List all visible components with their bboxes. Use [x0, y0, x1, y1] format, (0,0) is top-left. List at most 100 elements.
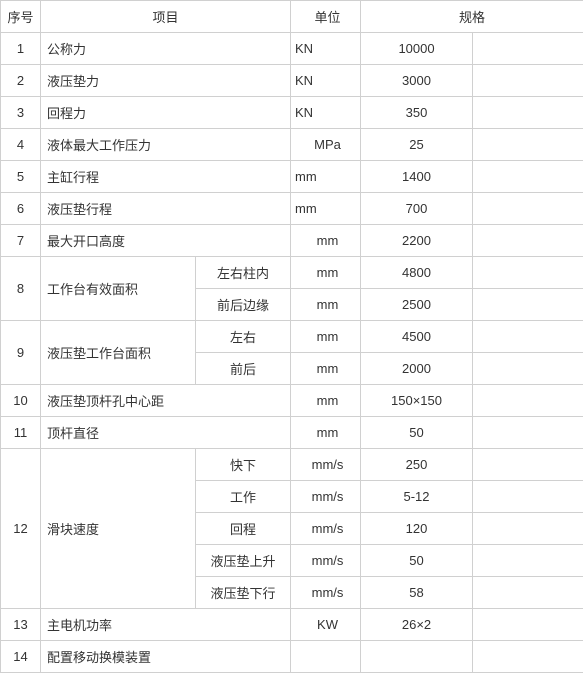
cell-subitem: 前后 [196, 353, 291, 385]
cell-spec-empty [361, 641, 473, 673]
cell-unit: mm [291, 321, 361, 353]
cell-subitem: 回程 [196, 513, 291, 545]
cell-item: 公称力 [41, 33, 291, 65]
cell-seq: 14 [1, 641, 41, 673]
table-row: 10 液压垫顶杆孔中心距 mm 150×150 [1, 385, 583, 417]
cell-seq: 3 [1, 97, 41, 129]
cell-unit: KN [291, 33, 361, 65]
cell-spec-empty [473, 33, 583, 65]
cell-unit: mm [291, 353, 361, 385]
cell-spec-empty [473, 577, 583, 609]
cell-spec-empty [473, 609, 583, 641]
cell-item: 最大开口高度 [41, 225, 291, 257]
cell-spec: 120 [361, 513, 473, 545]
cell-item: 顶杆直径 [41, 417, 291, 449]
cell-spec: 10000 [361, 33, 473, 65]
cell-item: 液体最大工作压力 [41, 129, 291, 161]
cell-unit: mm [291, 225, 361, 257]
cell-seq: 2 [1, 65, 41, 97]
cell-seq: 11 [1, 417, 41, 449]
cell-seq: 12 [1, 449, 41, 609]
cell-spec: 25 [361, 129, 473, 161]
cell-spec-empty [473, 129, 583, 161]
table-row: 6 液压垫行程 mm 700 [1, 193, 583, 225]
cell-spec: 50 [361, 417, 473, 449]
cell-seq: 10 [1, 385, 41, 417]
table-header-row: 序号 项目 单位 规格 [1, 1, 583, 33]
cell-unit: mm/s [291, 545, 361, 577]
cell-seq: 1 [1, 33, 41, 65]
cell-spec: 700 [361, 193, 473, 225]
cell-seq: 8 [1, 257, 41, 321]
cell-seq: 6 [1, 193, 41, 225]
cell-spec: 150×150 [361, 385, 473, 417]
cell-subitem: 液压垫下行 [196, 577, 291, 609]
cell-unit: mm [291, 193, 361, 225]
cell-spec-empty [473, 321, 583, 353]
cell-spec-empty [473, 289, 583, 321]
cell-item: 液压垫行程 [41, 193, 291, 225]
cell-unit-empty [291, 641, 361, 673]
cell-subitem: 液压垫上升 [196, 545, 291, 577]
header-unit: 单位 [291, 1, 361, 33]
cell-item: 主电机功率 [41, 609, 291, 641]
header-item: 项目 [41, 1, 291, 33]
cell-seq: 7 [1, 225, 41, 257]
cell-unit: mm/s [291, 481, 361, 513]
table-row: 2 液压垫力 KN 3000 [1, 65, 583, 97]
cell-spec: 2500 [361, 289, 473, 321]
table-row: 4 液体最大工作压力 MPa 25 [1, 129, 583, 161]
header-spec: 规格 [361, 1, 583, 33]
cell-spec: 58 [361, 577, 473, 609]
cell-unit: KN [291, 97, 361, 129]
cell-item: 滑块速度 [41, 449, 196, 609]
cell-spec-empty [473, 257, 583, 289]
cell-item: 工作台有效面积 [41, 257, 196, 321]
cell-spec: 3000 [361, 65, 473, 97]
table-row: 3 回程力 KN 350 [1, 97, 583, 129]
cell-spec-empty [473, 65, 583, 97]
cell-spec-empty [473, 193, 583, 225]
cell-unit: mm/s [291, 513, 361, 545]
cell-item: 回程力 [41, 97, 291, 129]
cell-spec: 5-12 [361, 481, 473, 513]
table-row: 11 顶杆直径 mm 50 [1, 417, 583, 449]
cell-spec-empty [473, 449, 583, 481]
cell-spec-empty [473, 481, 583, 513]
cell-unit: KN [291, 65, 361, 97]
spec-table: 序号 项目 单位 规格 1 公称力 KN 10000 2 液压垫力 KN 300… [0, 0, 583, 673]
cell-item: 主缸行程 [41, 161, 291, 193]
cell-seq: 9 [1, 321, 41, 385]
cell-item: 液压垫工作台面积 [41, 321, 196, 385]
cell-subitem: 工作 [196, 481, 291, 513]
cell-spec: 250 [361, 449, 473, 481]
cell-item: 液压垫力 [41, 65, 291, 97]
cell-unit: mm [291, 289, 361, 321]
cell-unit: MPa [291, 129, 361, 161]
cell-spec: 4500 [361, 321, 473, 353]
cell-spec: 26×2 [361, 609, 473, 641]
cell-spec-empty [473, 417, 583, 449]
table-row: 9 液压垫工作台面积 左右 mm 4500 [1, 321, 583, 353]
cell-spec-empty [473, 513, 583, 545]
table-row: 5 主缸行程 mm 1400 [1, 161, 583, 193]
cell-spec: 2200 [361, 225, 473, 257]
table-row: 7 最大开口高度 mm 2200 [1, 225, 583, 257]
cell-item: 液压垫顶杆孔中心距 [41, 385, 291, 417]
cell-spec: 350 [361, 97, 473, 129]
cell-spec-empty [473, 641, 583, 673]
cell-subitem: 快下 [196, 449, 291, 481]
table-row: 1 公称力 KN 10000 [1, 33, 583, 65]
cell-unit: mm [291, 417, 361, 449]
cell-seq: 13 [1, 609, 41, 641]
cell-spec-empty [473, 545, 583, 577]
cell-spec-empty [473, 353, 583, 385]
cell-unit: mm [291, 161, 361, 193]
table-row: 12 滑块速度 快下 mm/s 250 [1, 449, 583, 481]
cell-unit: mm/s [291, 449, 361, 481]
cell-spec-empty [473, 385, 583, 417]
cell-seq: 5 [1, 161, 41, 193]
table-row: 14 配置移动换模装置 [1, 641, 583, 673]
cell-spec: 1400 [361, 161, 473, 193]
cell-spec-empty [473, 161, 583, 193]
